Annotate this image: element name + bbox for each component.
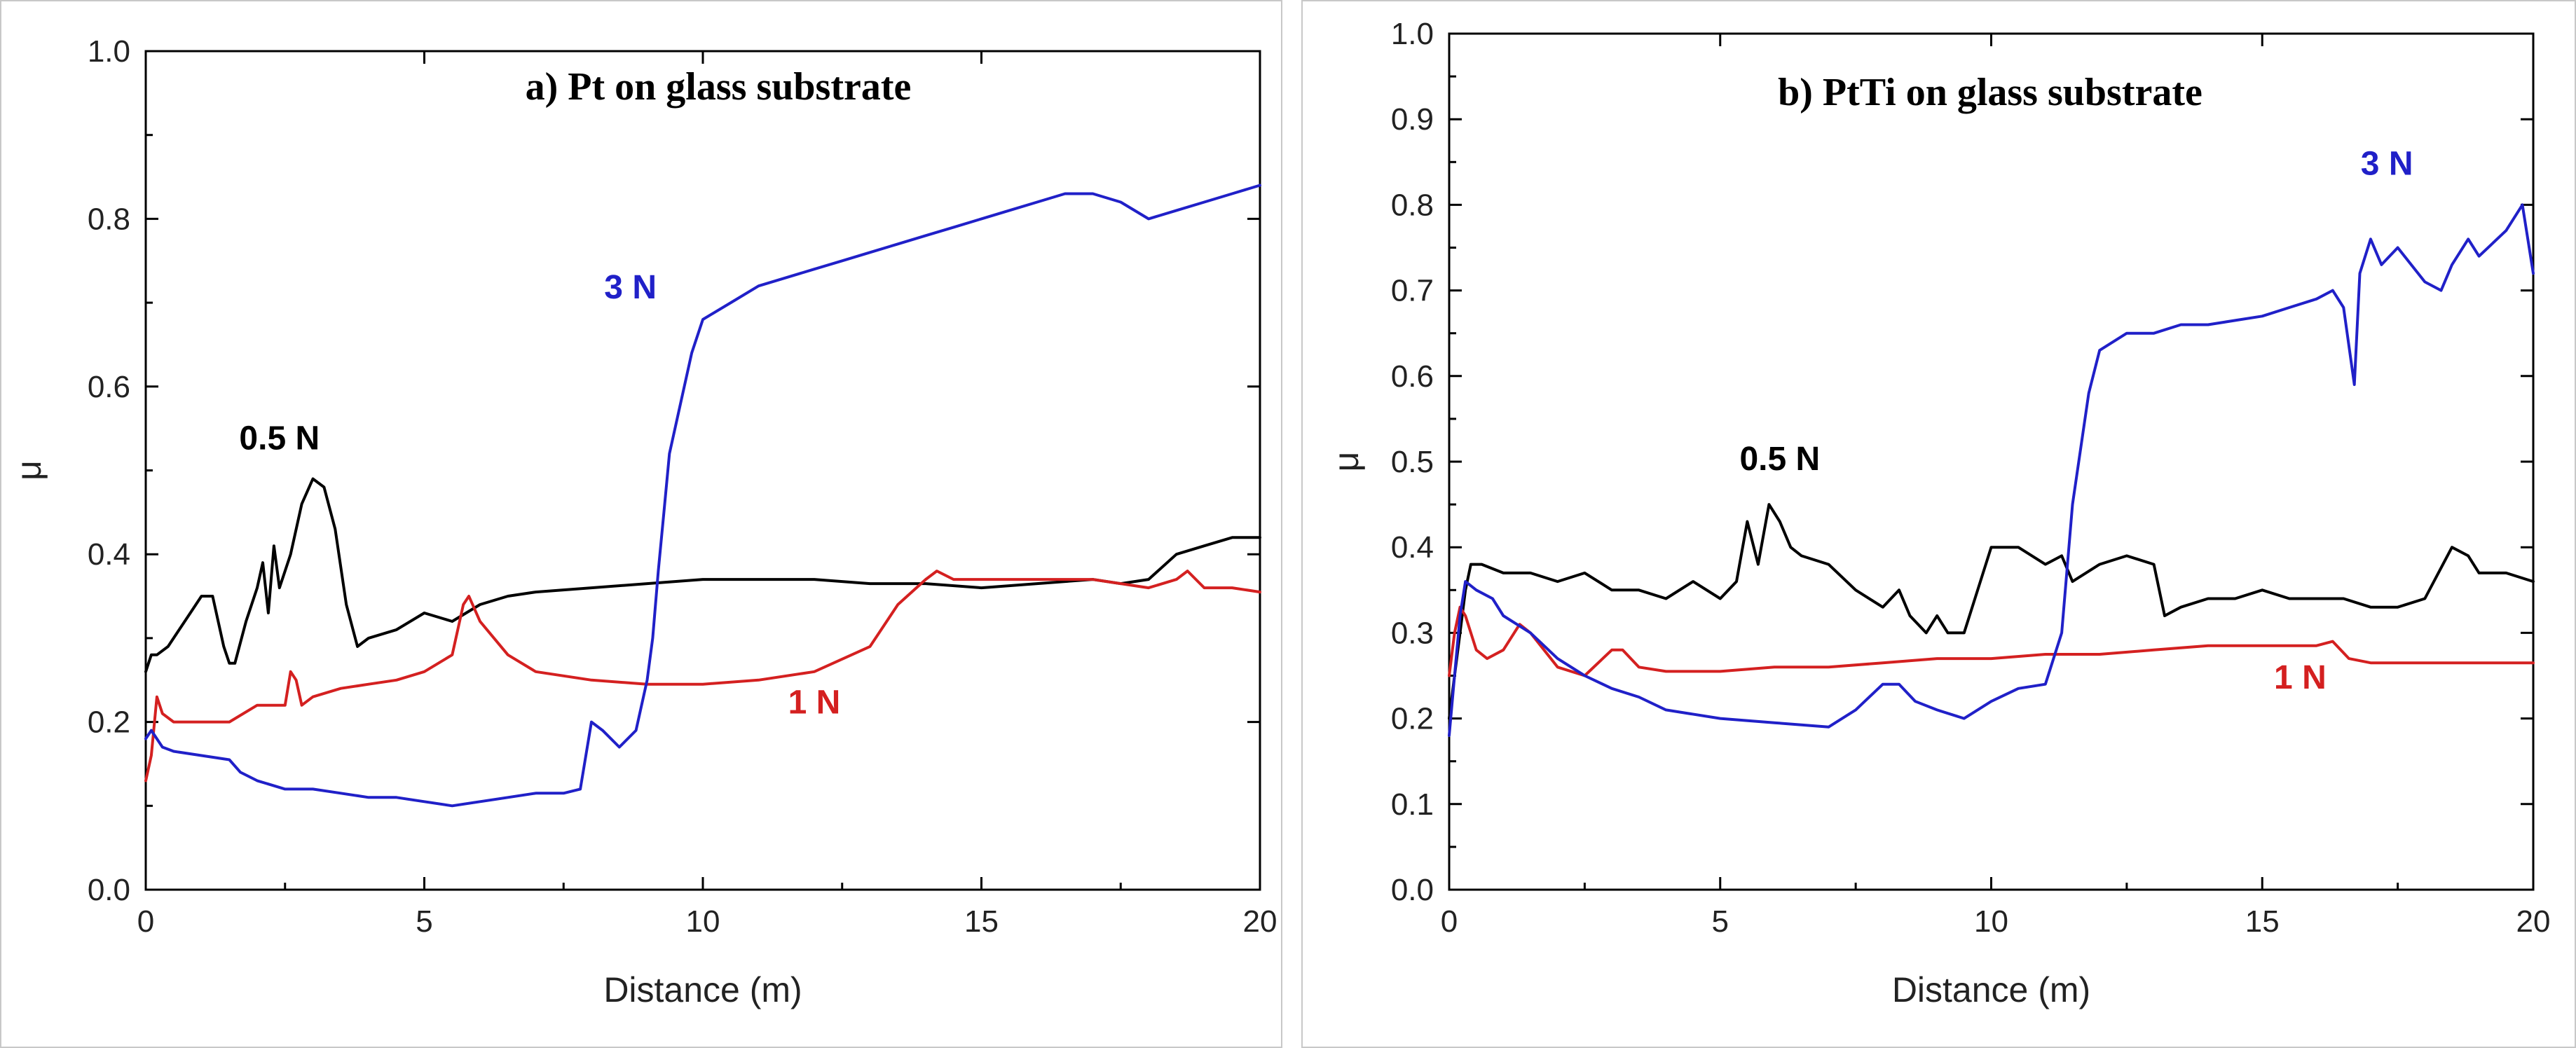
series-line-3-n: [144, 184, 1261, 808]
y-tick-label: 0.3: [1391, 616, 1434, 650]
panel-b-frame: [1301, 0, 2576, 1048]
y-axis-label: μ: [9, 460, 48, 481]
y-tick-label: 0.6: [1391, 359, 1434, 394]
series-label-0-5-n: 0.5 N: [1739, 441, 1820, 478]
chart-title: a) Pt on glass substrate: [526, 65, 912, 109]
series-line-1-n: [1448, 605, 2535, 677]
plot-frame: [144, 50, 1261, 891]
y-tick-label: 0.2: [1391, 702, 1434, 736]
y-tick-label: 0.0: [1391, 873, 1434, 907]
series-label-0-5-n: 0.5 N: [239, 420, 320, 457]
x-tick-label: 15: [2245, 904, 2280, 939]
x-tick-label: 15: [964, 904, 999, 939]
y-tick-label: 1.0: [1391, 17, 1434, 51]
series-line-0-5-n: [144, 477, 1261, 673]
y-axis-label: μ: [1327, 452, 1366, 472]
y-tick-label: 0.9: [1391, 102, 1434, 137]
y-tick-label: 0.7: [1391, 274, 1434, 308]
series-line-1-n: [144, 570, 1261, 782]
series-label-3-n: 3 N: [2361, 146, 2413, 183]
x-tick-label: 5: [1712, 904, 1729, 939]
x-tick-label: 0: [1441, 904, 1458, 939]
chart-panel-b: 0 5 10 15 20 0.0 0.1 0.2 0.3 0.4 0.5 0.6 0.7 0.8 0.9 1.…: [1327, 17, 2550, 1009]
series-label-3-n: 3 N: [604, 269, 657, 306]
x-axis-label: Distance (m): [603, 970, 802, 1009]
series-label-1-n: 1 N: [788, 684, 841, 722]
chart-panel-a: 0 5 10 15 20 0.0 0.2 0.4 0.6 0.8 1.0 Distance (m) μ a…: [9, 34, 1277, 1009]
x-tick-label: 0: [137, 904, 154, 939]
series-label-1-n: 1 N: [2274, 659, 2327, 696]
y-tick-label: 0.6: [88, 370, 130, 404]
x-axis-label: Distance (m): [1892, 970, 2090, 1009]
y-tick-label: 0.5: [1391, 445, 1434, 479]
y-tick-label: 0.4: [1391, 530, 1434, 565]
panel-a-frame: [0, 0, 1282, 1048]
x-tick-label: 10: [1974, 904, 2008, 939]
y-tick-label: 1.0: [88, 34, 130, 69]
y-tick-label: 0.0: [88, 873, 130, 907]
x-tick-label: 20: [1243, 904, 1277, 939]
series-line-3-n: [1448, 203, 2535, 737]
y-tick-label: 0.8: [1391, 188, 1434, 222]
x-tick-label: 20: [2516, 904, 2551, 939]
x-tick-label: 10: [686, 904, 720, 939]
y-tick-label: 0.4: [88, 537, 130, 572]
x-tick-label: 5: [416, 904, 432, 939]
y-tick-label: 0.2: [88, 705, 130, 740]
y-tick-label: 0.8: [88, 202, 130, 236]
chart-title: b) PtTi on glass substrate: [1778, 71, 2202, 114]
y-tick-label: 0.1: [1391, 787, 1434, 822]
series-line-0-5-n: [1448, 503, 2535, 720]
